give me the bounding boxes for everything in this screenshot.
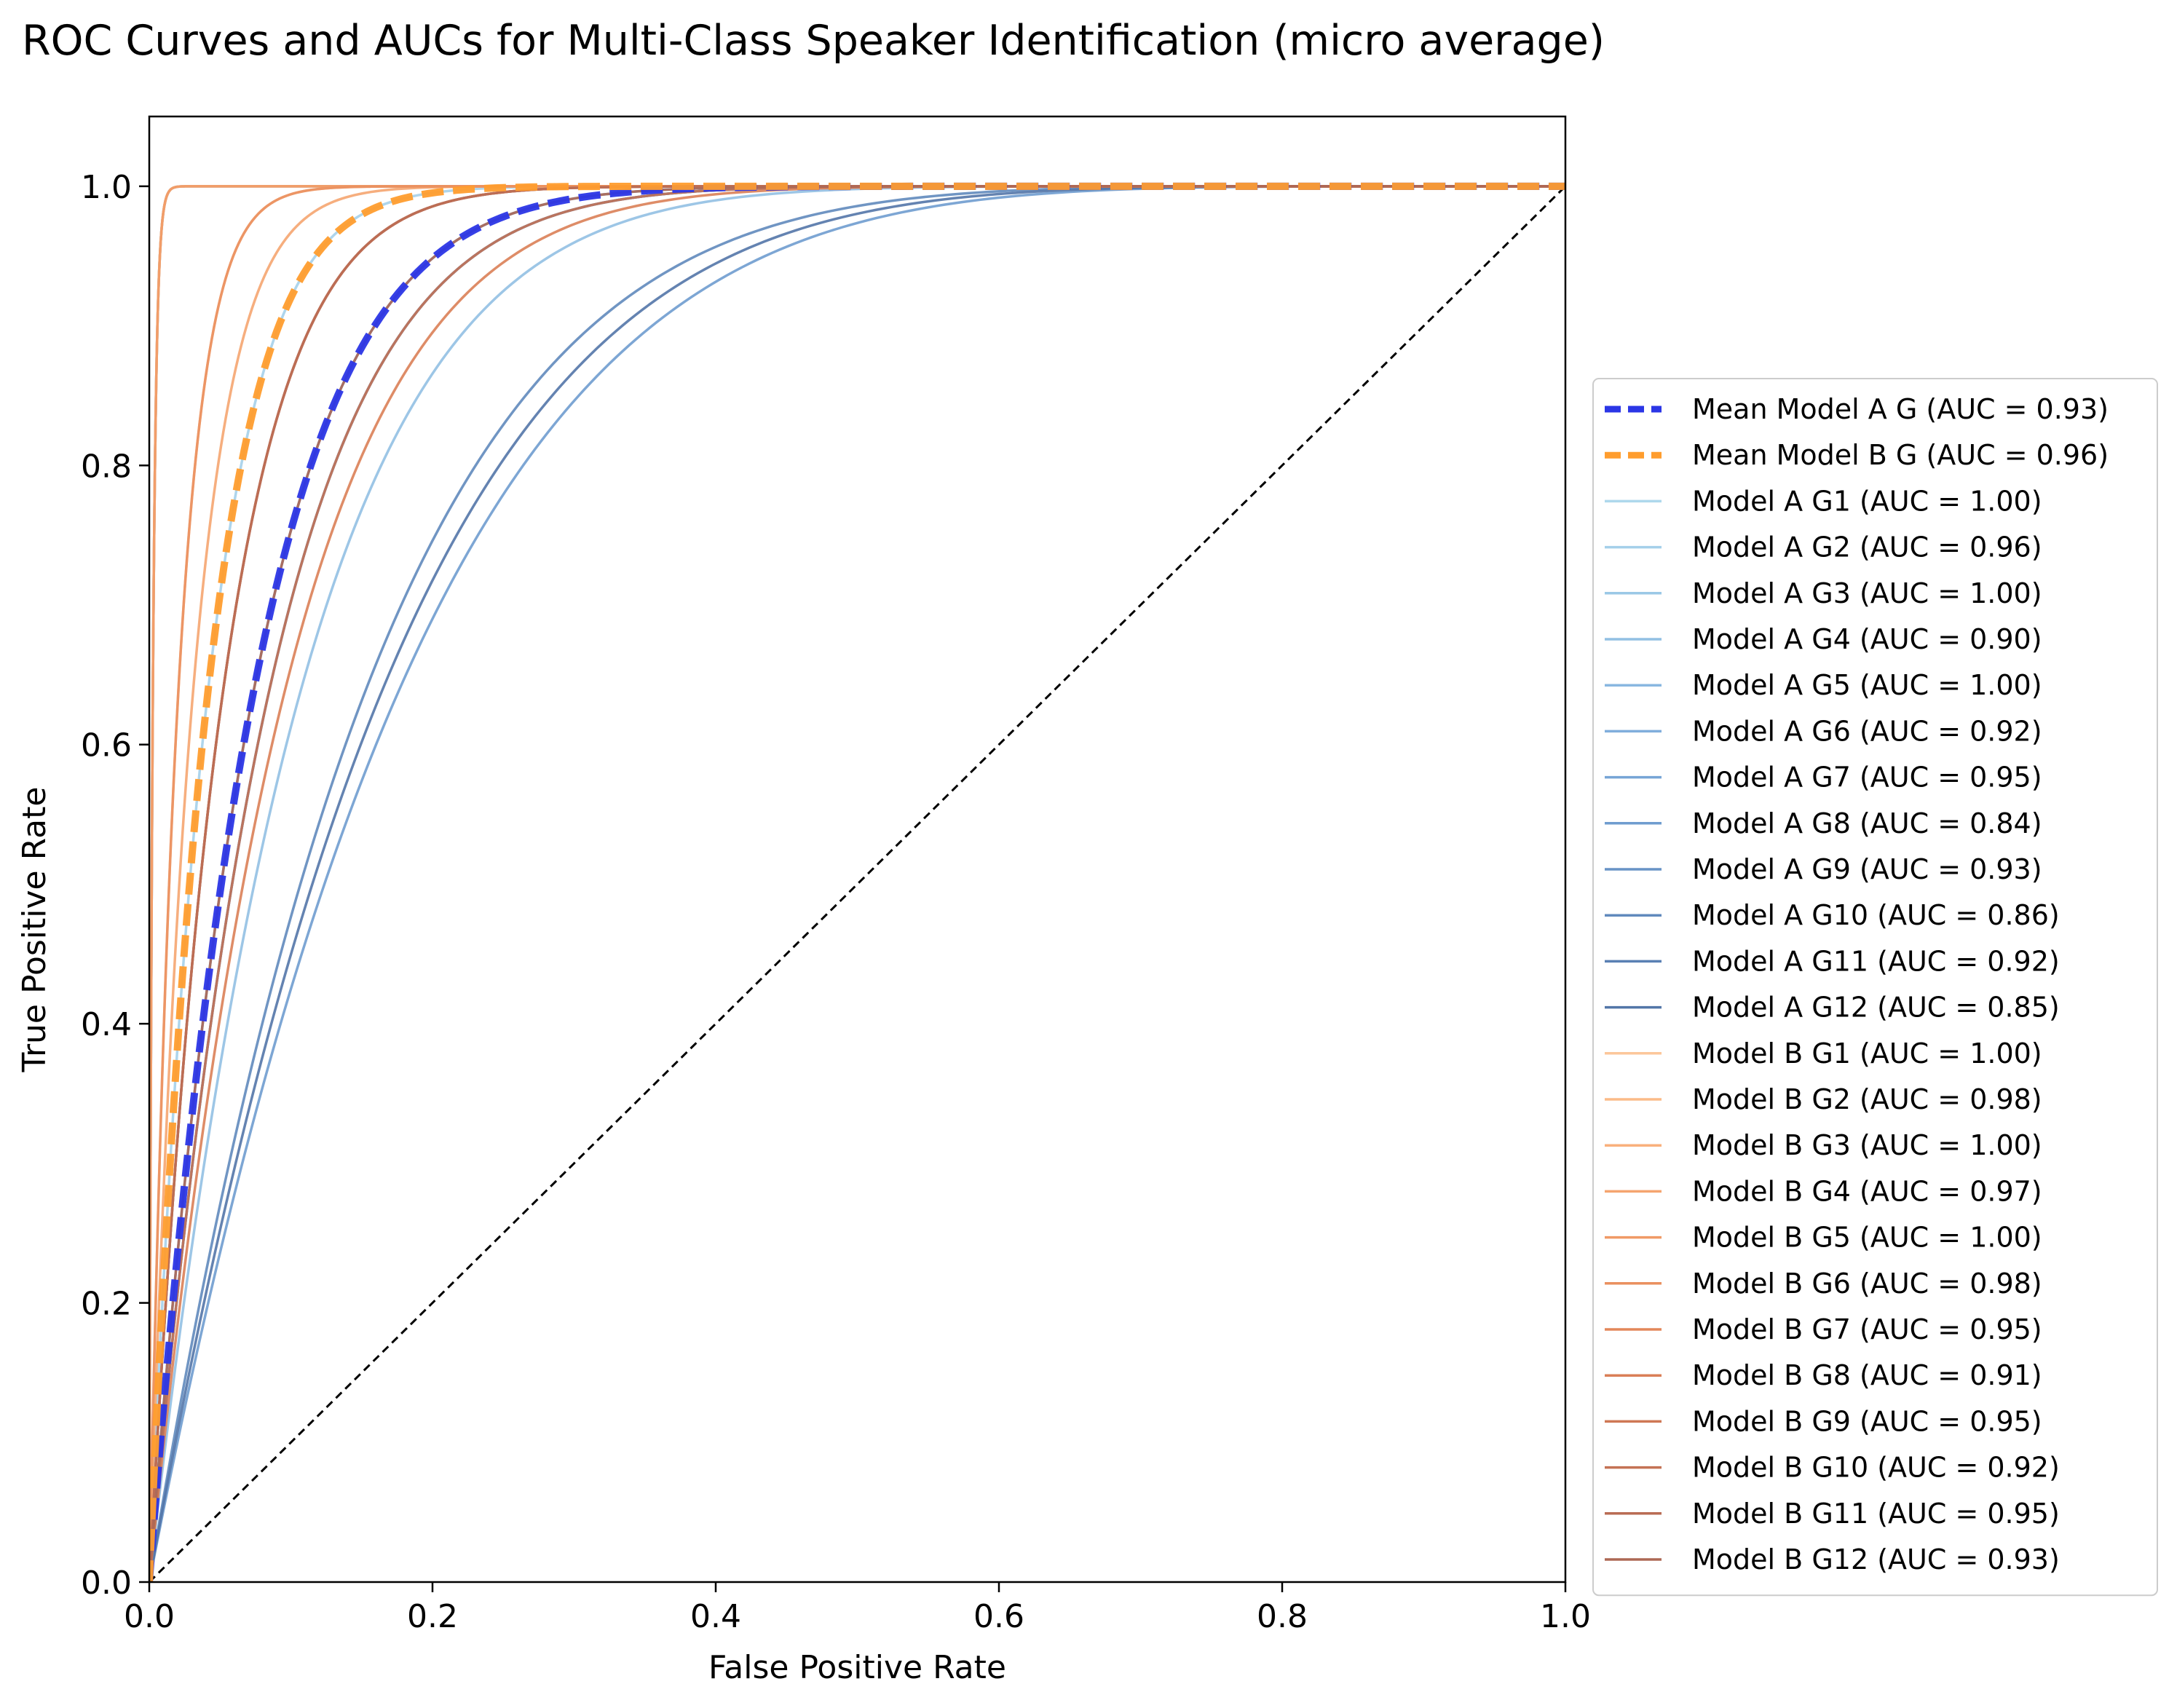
series-line-model-a-g2	[149, 185, 1565, 1582]
series-line-model-b-g9	[149, 185, 1565, 1582]
legend-entry-label: Model A G4 (AUC = 0.90)	[1692, 623, 2042, 655]
legend-entry-label: Model B G12 (AUC = 0.93)	[1692, 1543, 2060, 1575]
legend-entry-label: Model B G1 (AUC = 1.00)	[1692, 1037, 2042, 1070]
legend-entry-label: Model A G8 (AUC = 0.84)	[1692, 807, 2042, 839]
legend-entry-label: Model B G6 (AUC = 0.98)	[1692, 1268, 2042, 1300]
legend-entry-label: Model B G10 (AUC = 0.92)	[1692, 1452, 2060, 1484]
plot-area	[149, 182, 1565, 1582]
legend-entry-label: Model A G6 (AUC = 0.92)	[1692, 715, 2042, 747]
series-line-model-b-g2	[149, 185, 1565, 1582]
legend-entry-label: Model B G9 (AUC = 0.95)	[1692, 1405, 2042, 1437]
y-tick-label: 1.0	[81, 169, 132, 206]
series-line-model-b-g11	[149, 185, 1565, 1582]
series-line-model-b-g6	[149, 185, 1565, 1582]
y-tick-label: 0.2	[81, 1286, 132, 1323]
y-tick-label: 0.4	[81, 1006, 132, 1043]
legend-entry-label: Model A G12 (AUC = 0.85)	[1692, 992, 2060, 1024]
x-tick-label: 0.2	[407, 1598, 458, 1635]
series-line-model-a-g3	[149, 185, 1565, 1582]
series-line-model-a-g12	[149, 185, 1565, 1582]
series-line-model-a-g10	[149, 185, 1565, 1582]
legend-entry-label: Model A G3 (AUC = 1.00)	[1692, 577, 2042, 609]
legend-entry-label: Model B G3 (AUC = 1.00)	[1692, 1129, 2042, 1161]
legend-entry-label: Model B G2 (AUC = 0.98)	[1692, 1083, 2042, 1115]
series-line-model-a-g5	[149, 185, 1565, 1582]
legend-entry-label: Model B G8 (AUC = 0.91)	[1692, 1359, 2042, 1391]
legend-box	[1592, 378, 2158, 1597]
legend-entry-label: Model A G9 (AUC = 0.93)	[1692, 853, 2042, 885]
y-axis-label: True Positive Rate	[16, 787, 53, 1073]
legend-entry-label: Mean Model B G (AUC = 0.96)	[1692, 439, 2109, 471]
legend: Mean Model A G (AUC = 0.93) Mean Model B …	[1592, 378, 2158, 1597]
series-line-model-a-g4	[149, 185, 1565, 1582]
plot-frame	[148, 115, 1567, 1584]
series-line-mean-model-a-g	[149, 182, 1565, 1582]
x-tick-label: 0.4	[690, 1598, 741, 1635]
legend-entry-label: Model A G5 (AUC = 1.00)	[1692, 669, 2042, 701]
x-tick-label: 0.6	[973, 1598, 1024, 1635]
chart-title: ROC Curves and AUCs for Multi-Class Spea…	[22, 17, 1605, 65]
series-line-model-b-g3	[149, 185, 1565, 1582]
series-line-model-b-g12	[149, 185, 1565, 1582]
legend-entry-label: Mean Model A G (AUC = 0.93)	[1692, 393, 2109, 425]
x-axis-label: False Positive Rate	[708, 1649, 1006, 1686]
series-line-model-b-g5	[149, 185, 1565, 1582]
legend-entry-label: Model A G1 (AUC = 1.00)	[1692, 485, 2042, 517]
legend-entry-label: Model B G7 (AUC = 0.95)	[1692, 1313, 2042, 1345]
x-tick-label: 1.0	[1540, 1598, 1591, 1635]
legend-entry-label: Model A G2 (AUC = 0.96)	[1692, 531, 2042, 564]
chance-line	[149, 185, 1565, 1582]
legend-entry-label: Model B G11 (AUC = 0.95)	[1692, 1498, 2060, 1530]
y-tick-label: 0.0	[81, 1565, 132, 1602]
series-line-model-a-g9	[149, 185, 1565, 1582]
series-line-model-b-g4	[149, 185, 1565, 1582]
series-line-model-b-g1	[149, 185, 1565, 1582]
series-line-model-a-g7	[149, 185, 1565, 1582]
legend-entry-label: Model B G5 (AUC = 1.00)	[1692, 1222, 2042, 1254]
x-tick-label: 0.8	[1257, 1598, 1308, 1635]
series-line-model-b-g7	[149, 185, 1565, 1582]
legend-entry-label: Model B G4 (AUC = 0.97)	[1692, 1175, 2042, 1207]
legend-entry-label: Model A G11 (AUC = 0.92)	[1692, 945, 2060, 977]
legend-entry-label: Model A G7 (AUC = 0.95)	[1692, 762, 2042, 794]
series-line-model-b-g8	[149, 185, 1565, 1582]
series-line-model-a-g8	[149, 185, 1565, 1582]
series-line-model-b-g10	[149, 185, 1565, 1582]
legend-entry-label: Model A G10 (AUC = 0.86)	[1692, 899, 2060, 931]
series-line-mean-model-b-g	[149, 182, 1565, 1582]
axis-ticks: 0.0 0.2 0.4 0.6 0.8 1.0 0.0 0.2 0.4 0.6 0.8 1.0	[81, 169, 1591, 1635]
series-line-model-a-g6	[149, 185, 1565, 1582]
series-line-model-a-g1	[149, 185, 1565, 1582]
x-tick-label: 0.0	[124, 1598, 175, 1635]
series-line-model-a-g11	[149, 185, 1565, 1582]
y-tick-label: 0.8	[81, 448, 132, 485]
y-tick-label: 0.6	[81, 727, 132, 764]
